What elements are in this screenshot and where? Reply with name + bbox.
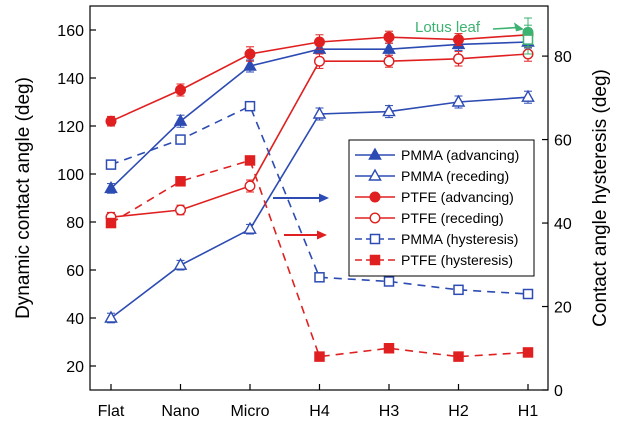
data-point [383, 343, 395, 354]
legend-marker [369, 212, 381, 224]
x-tick-label: H2 [448, 403, 469, 418]
legend-item: PMMA (hysteresis) [355, 231, 518, 247]
x-tick-label: Nano [161, 403, 199, 418]
data-point [314, 351, 325, 362]
data-point [104, 180, 118, 194]
legend-marker [369, 191, 381, 203]
series-ptfe-advancing [105, 28, 534, 127]
data-point [244, 180, 256, 192]
legend-marker [369, 254, 381, 266]
legend: PMMA (advancing) PMMA (receding) PTFE (adv… [348, 139, 535, 277]
data-point [174, 84, 186, 96]
data-point [175, 134, 186, 145]
legend-box [348, 139, 535, 277]
y-tick-label: 80 [66, 215, 84, 232]
y-axis-label: Dynamic contact angle (deg) [13, 77, 34, 319]
y-tick-label: 100 [57, 167, 84, 184]
data-point [314, 55, 326, 67]
series-layer [104, 28, 535, 362]
data-point [173, 113, 188, 126]
legend-item: PMMA (receding) [355, 168, 509, 184]
data-point [174, 204, 186, 216]
ticks-layer: 20 40 60 80 100 120 140 160 0 20 40 60 80 Flat Nano Mic… [57, 23, 572, 420]
data-point [105, 159, 117, 170]
data-point [451, 94, 466, 107]
data-point [453, 351, 464, 362]
data-point [521, 89, 535, 102]
lotus-arrow-head [514, 22, 524, 32]
series-ptfe-hysteresis [105, 155, 534, 362]
y2-tick-label: 60 [554, 133, 572, 150]
series-pmma-receding [104, 89, 535, 324]
series-pmma-hysteresis [105, 100, 534, 300]
data-point [453, 53, 465, 65]
legend-item: PTFE (hysteresis) [355, 252, 513, 268]
x-tick-label: H3 [379, 403, 400, 418]
legend-label: PMMA (advancing) [401, 147, 519, 163]
data-point [173, 257, 188, 270]
y2-tick-label: 40 [554, 216, 572, 233]
data-point [383, 276, 395, 287]
legend-marker [368, 168, 382, 181]
legend-label: PTFE (receding) [401, 210, 504, 226]
data-point [105, 115, 117, 127]
legend-label: PTFE (hysteresis) [401, 252, 513, 268]
arrow-pmma-right-axis [273, 193, 329, 203]
legend-label: PTFE (advancing) [401, 189, 514, 205]
legend-marker [368, 147, 382, 160]
legend-item: PMMA (advancing) [355, 147, 519, 163]
y-tick-label: 20 [66, 359, 84, 376]
arrow-ptfe-right-axis [284, 230, 327, 240]
lotus-leaf-label: Lotus leaf [415, 19, 481, 36]
data-point [243, 221, 257, 234]
data-point [175, 176, 186, 187]
arrow-head [317, 230, 327, 240]
legend-item: PTFE (advancing) [355, 189, 514, 205]
y-tick-label: 120 [57, 119, 84, 136]
lotus-point [522, 34, 534, 45]
y2-axis-label: Contact angle hysteresis (deg) [590, 69, 611, 327]
data-point [314, 36, 326, 48]
legend-label: PMMA (receding) [401, 168, 509, 184]
x-tick-label: H1 [518, 403, 539, 418]
x-tick-label: H4 [309, 403, 330, 418]
y2-tick-label: 20 [554, 300, 572, 317]
data-point [312, 106, 327, 119]
data-point [243, 58, 257, 71]
legend-label: PMMA (hysteresis) [401, 231, 518, 247]
legend-marker [369, 233, 381, 245]
y-tick-label: 40 [66, 311, 84, 328]
data-point [382, 41, 396, 54]
y-tick-label: 140 [57, 71, 84, 88]
data-point [453, 34, 465, 46]
data-point [382, 104, 396, 117]
y2-tick-label: 80 [554, 49, 572, 66]
y-tick-label: 60 [66, 263, 84, 280]
y-tick-label: 160 [57, 23, 84, 40]
series-ptfe-receding [105, 46, 534, 223]
annotation-layer: Lotus leaf [273, 17, 534, 240]
arrow-head [319, 193, 329, 203]
data-point [244, 155, 256, 166]
lotus-arrow-shaft [492, 26, 520, 30]
data-point [244, 48, 256, 60]
y2-tick-label: 0 [554, 383, 563, 400]
data-point [383, 31, 395, 43]
data-point [105, 217, 117, 229]
data-point [522, 347, 534, 358]
data-point [244, 100, 256, 112]
data-point [522, 288, 534, 300]
data-point [383, 55, 395, 67]
x-tick-label: Flat [98, 403, 125, 418]
data-point [104, 310, 118, 323]
data-point [314, 272, 325, 283]
x-tick-label: Micro [230, 403, 269, 418]
legend-item: PTFE (receding) [355, 210, 504, 226]
data-point [453, 284, 464, 296]
